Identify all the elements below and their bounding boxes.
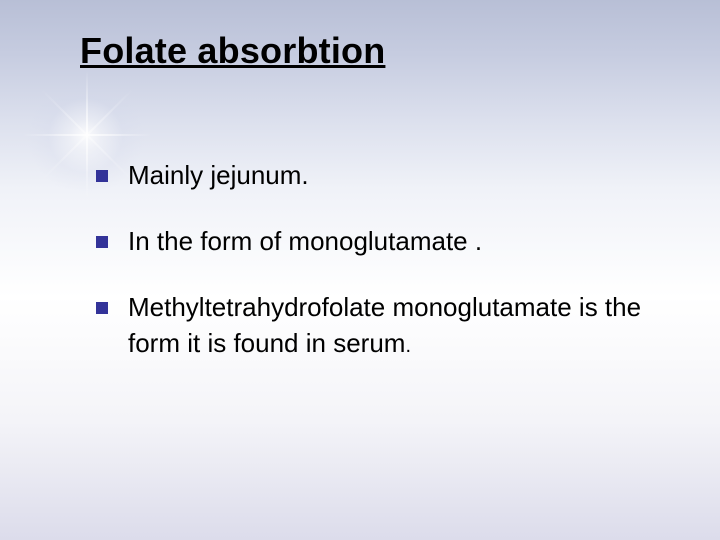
slide-title: Folate absorbtion (80, 30, 385, 72)
bullet-text: Mainly jejunum. (128, 158, 660, 194)
bullet-text-main: Methyltetrahydrofolate monoglutamate is … (128, 292, 641, 358)
bullet-list: Mainly jejunum. In the form of monogluta… (96, 158, 660, 392)
bullet-text: In the form of monoglutamate . (128, 224, 660, 260)
bullet-item: Methyltetrahydrofolate monoglutamate is … (96, 290, 660, 362)
slide: Folate absorbtion Mainly jejunum. In the… (0, 0, 720, 540)
square-bullet-icon (96, 236, 108, 248)
bullet-text: Methyltetrahydrofolate monoglutamate is … (128, 290, 660, 362)
bullet-item: In the form of monoglutamate . (96, 224, 660, 260)
square-bullet-icon (96, 302, 108, 314)
square-bullet-icon (96, 170, 108, 182)
bullet-text-period: . (405, 335, 411, 357)
bullet-item: Mainly jejunum. (96, 158, 660, 194)
